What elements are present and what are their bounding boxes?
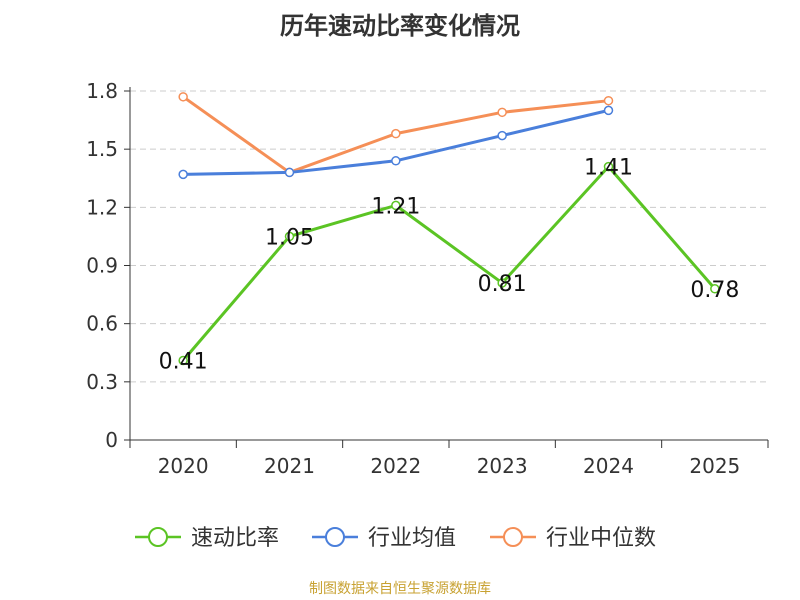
y-tick-label: 0	[105, 428, 118, 452]
data-label: 0.41	[159, 350, 208, 375]
data-point	[497, 278, 507, 288]
x-tick-label: 2023	[477, 454, 528, 478]
data-label: 0.81	[478, 272, 527, 297]
data-label: 0.78	[690, 278, 739, 303]
grid-layer	[130, 90, 768, 383]
y-tick-label: 1.5	[86, 137, 118, 161]
data-point	[391, 128, 401, 139]
legend-label: 行业中位数	[546, 526, 656, 551]
legend-swatch-marker	[325, 527, 345, 547]
legend: 速动比率 行业均值 行业中位数	[135, 526, 656, 551]
data-point	[391, 200, 401, 211]
data-point	[710, 284, 720, 294]
series-line-0	[182, 165, 716, 362]
data-label: 1.21	[371, 194, 420, 219]
legend-label: 行业均值	[368, 526, 456, 551]
data-point	[284, 167, 295, 178]
y-tick-label: 0.6	[86, 312, 118, 336]
y-tick-label: 0.9	[86, 254, 118, 278]
x-tick-label: 2025	[689, 454, 740, 478]
series-layer	[178, 92, 720, 366]
x-tick-label: 2021	[264, 454, 315, 478]
y-tick-label: 1.8	[86, 79, 118, 103]
data-point	[178, 169, 188, 180]
y-tick-label: 0.3	[86, 370, 118, 394]
y-tick-label: 1.2	[86, 195, 118, 219]
legend-swatch-marker	[148, 527, 168, 547]
data-point	[497, 107, 507, 118]
legend-label: 速动比率	[191, 526, 279, 551]
x-tick-label: 2022	[370, 454, 421, 478]
axis-layer: 0 0.3 0.6 0.9 1.2 1.5 1.8 2020 2021 2022 2023 2024 2…	[86, 79, 769, 478]
data-point	[603, 161, 614, 172]
data-point	[497, 130, 507, 141]
data-point	[603, 105, 614, 116]
legend-swatch-marker	[503, 527, 523, 547]
data-point	[603, 95, 614, 106]
data-label: 1.41	[584, 156, 633, 181]
data-point	[178, 92, 188, 102]
x-tick-label: 2024	[583, 454, 634, 478]
data-point	[391, 156, 401, 166]
data-point	[178, 355, 188, 366]
data-label: 1.05	[265, 225, 314, 250]
data-label-layer: 0.41 1.05 1.21 0.81 1.41 0.78	[159, 156, 740, 375]
footer-source: 制图数据来自恒生聚源数据库	[309, 581, 491, 597]
data-point	[284, 231, 295, 242]
chart-title: 历年速动比率变化情况	[280, 12, 520, 40]
x-tick-label: 2020	[158, 454, 209, 478]
